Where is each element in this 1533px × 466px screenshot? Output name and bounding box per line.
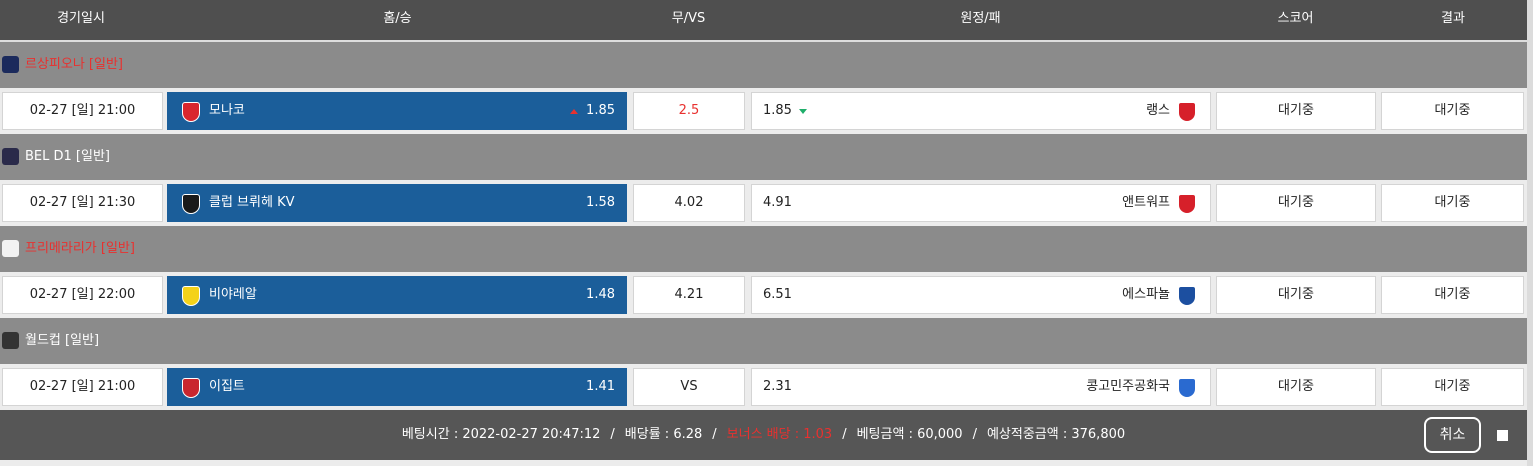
- team-logo: [1178, 194, 1196, 214]
- match-row: 02-27 [일] 21:00 모나코 1.85 2.5 1.85 랭스 대기중 대기중: [0, 88, 1527, 134]
- away-team: 앤트워프: [1122, 195, 1170, 210]
- league-row: 월드컵 [일반]: [0, 318, 1527, 364]
- league-name: 르상피오나 [일반]: [25, 57, 123, 72]
- league-icon: [2, 148, 19, 165]
- home-team: 비야레알: [209, 287, 257, 302]
- away-team: 랭스: [1146, 103, 1170, 118]
- team-logo: [1178, 286, 1196, 306]
- away-odds: 6.51: [763, 287, 792, 302]
- result: 대기중: [1381, 276, 1524, 314]
- away-odds: 2.31: [763, 379, 792, 394]
- league-icon: [2, 332, 19, 349]
- summary-item: 배당률 : 6.28: [624, 427, 703, 442]
- home-team: 이집트: [209, 379, 245, 394]
- score: 대기중: [1216, 276, 1376, 314]
- cancel-button[interactable]: 취소: [1424, 417, 1481, 453]
- summary-item: 예상적중금액 : 376,800: [986, 427, 1126, 442]
- column-header: 결과: [1441, 11, 1465, 26]
- separator: /: [712, 427, 717, 442]
- away-pick[interactable]: 6.51 에스파뇰: [751, 276, 1211, 314]
- up-arrow: [570, 109, 578, 114]
- home-odds: 1.58: [586, 195, 615, 210]
- draw-pick[interactable]: 4.02: [633, 184, 745, 222]
- home-pick[interactable]: 비야레알 1.48: [167, 276, 627, 314]
- score: 대기중: [1216, 92, 1376, 130]
- team-logo: [182, 102, 200, 122]
- column-header: 원정/패: [960, 11, 1001, 26]
- league-icon: [2, 56, 19, 73]
- away-odds: 4.91: [763, 195, 792, 210]
- separator: /: [842, 427, 847, 442]
- league-name: 월드컵 [일반]: [25, 333, 100, 348]
- scrollbar: [1527, 0, 1533, 466]
- column-header: 홈/승: [383, 11, 412, 26]
- draw-pick[interactable]: 2.5: [633, 92, 745, 130]
- team-logo: [1178, 378, 1196, 398]
- team-logo: [182, 286, 200, 306]
- result: 대기중: [1381, 184, 1524, 222]
- summary-item: 베팅시간 : 2022-02-27 20:47:12: [401, 427, 601, 442]
- team-logo: [182, 194, 200, 214]
- draw-pick[interactable]: VS: [633, 368, 745, 406]
- separator: /: [610, 427, 615, 442]
- result: 대기중: [1381, 92, 1524, 130]
- match-row: 02-27 [일] 22:00 비야레알 1.48 4.21 6.51 에스파뇰 대기중 대기…: [0, 272, 1527, 318]
- match-date: 02-27 [일] 21:00: [2, 368, 163, 406]
- column-header: 경기일시: [57, 11, 105, 26]
- match-row: 02-27 [일] 21:30 클럽 브뤼헤 KV 1.58 4.02 4.91 앤트워프…: [0, 180, 1527, 226]
- away-pick[interactable]: 1.85 랭스: [751, 92, 1211, 130]
- home-pick[interactable]: 모나코 1.85: [167, 92, 627, 130]
- league-name: BEL D1 [일반]: [25, 149, 110, 164]
- home-odds: 1.41: [586, 379, 615, 394]
- separator: /: [972, 427, 977, 442]
- score: 대기중: [1216, 184, 1376, 222]
- down-arrow: [799, 109, 807, 114]
- league-name: 프리메라리가 [일반]: [25, 241, 135, 256]
- away-team: 콩고민주공화국: [1086, 379, 1170, 394]
- league-row: 프리메라리가 [일반]: [0, 226, 1527, 272]
- home-odds: 1.48: [586, 287, 615, 302]
- home-team: 모나코: [209, 103, 245, 118]
- home-pick[interactable]: 클럽 브뤼헤 KV 1.58: [167, 184, 627, 222]
- column-header: 무/VS: [671, 11, 706, 26]
- away-odds: 1.85: [763, 103, 792, 118]
- match-row: 02-27 [일] 21:00 이집트 1.41 VS 2.31 콩고민주공화국 대기중 대기…: [0, 364, 1527, 410]
- match-date: 02-27 [일] 22:00: [2, 276, 163, 314]
- match-date: 02-27 [일] 21:30: [2, 184, 163, 222]
- table-header: 경기일시 홈/승 무/VS 원정/패 스코어 결과: [0, 0, 1527, 42]
- team-logo: [182, 378, 200, 398]
- bet-summary: 베팅시간 : 2022-02-27 20:47:12 / 배당률 : 6.28 / 보너…: [0, 410, 1527, 460]
- column-header: 스코어: [1277, 11, 1314, 26]
- league-row: BEL D1 [일반]: [0, 134, 1527, 180]
- score: 대기중: [1216, 368, 1376, 406]
- summary-item: 보너스 배당 : 1.03: [726, 427, 833, 442]
- team-logo: [1178, 102, 1196, 122]
- home-team: 클럽 브뤼헤 KV: [209, 195, 295, 210]
- away-team: 에스파뇰: [1122, 287, 1170, 302]
- league-icon: [2, 240, 19, 257]
- draw-pick[interactable]: 4.21: [633, 276, 745, 314]
- home-odds: 1.85: [586, 103, 615, 118]
- league-row: 르상피오나 [일반]: [0, 42, 1527, 88]
- summary-item: 베팅금액 : 60,000: [856, 427, 963, 442]
- away-pick[interactable]: 4.91 앤트워프: [751, 184, 1211, 222]
- home-pick[interactable]: 이집트 1.41: [167, 368, 627, 406]
- match-date: 02-27 [일] 21:00: [2, 92, 163, 130]
- checkbox[interactable]: [1497, 430, 1508, 441]
- result: 대기중: [1381, 368, 1524, 406]
- away-pick[interactable]: 2.31 콩고민주공화국: [751, 368, 1211, 406]
